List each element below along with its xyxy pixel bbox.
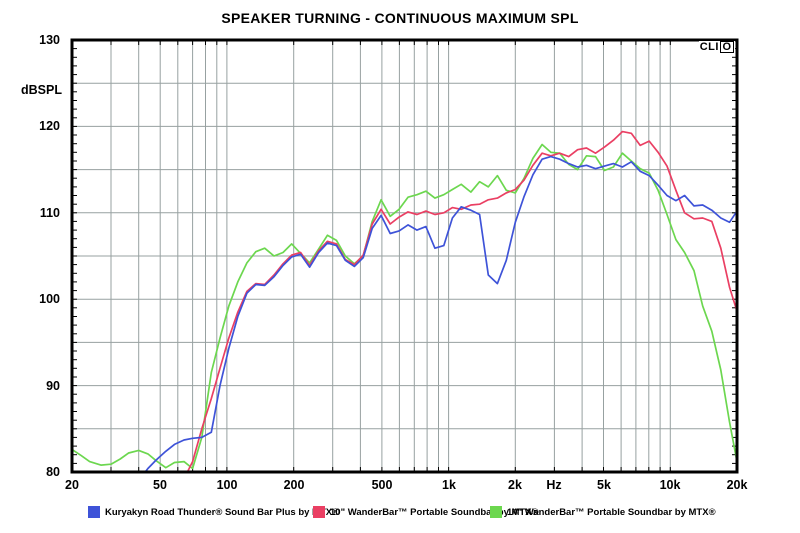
plot-border — [70, 38, 739, 474]
x-axis-unit-label: Hz — [546, 478, 562, 492]
curve-10-wanderbar-portable-soundbar-by-mtx — [186, 130, 737, 472]
legend-item-kuryakyn-road-thunder-sound-bar-plus-by-mtx: Kuryakyn Road Thunder® Sound Bar Plus by… — [88, 506, 339, 518]
legend-swatch — [490, 506, 502, 518]
legend-label: 14" WanderBar™ Portable Soundbar by MTX® — [507, 506, 716, 518]
clio-logo: CLI O — [698, 41, 735, 53]
y-tick-label: 120 — [39, 119, 60, 133]
x-tick-label: 500 — [371, 478, 393, 492]
y-tick-label: 90 — [46, 379, 60, 393]
x-tick-label: 2k — [508, 478, 522, 492]
clio-logo-text: CLI — [699, 41, 719, 53]
legend-label: 10" WanderBar™ Portable Soundbar by MTX® — [330, 506, 539, 518]
y-tick-label: 100 — [39, 292, 60, 306]
curves-layer — [72, 130, 737, 472]
x-tick-label: 20k — [726, 478, 748, 492]
curve-14-wanderbar-portable-soundbar-by-mtx — [72, 143, 737, 470]
x-tick-label: 200 — [283, 478, 305, 492]
x-tick-label: 20 — [65, 478, 79, 492]
y-axis-unit-label: dBSPL — [21, 83, 62, 97]
x-tick-label: 10k — [659, 478, 681, 492]
x-tick-label: 50 — [153, 478, 167, 492]
legend-label: Kuryakyn Road Thunder® Sound Bar Plus by… — [105, 506, 340, 518]
x-tick-label: 100 — [216, 478, 238, 492]
y-tick-label: 130 — [39, 33, 60, 47]
legend-item-10-wanderbar-portable-soundbar-by-mtx: 10" WanderBar™ Portable Soundbar by MTX® — [313, 506, 539, 518]
y-tick-label: 80 — [46, 465, 60, 479]
chart-title: SPEAKER TURNING - CONTINUOUS MAXIMUM SPL — [221, 10, 579, 26]
curve-kuryakyn-road-thunder-sound-bar-plus-by-mtx — [144, 155, 737, 472]
x-tick-label: 5k — [597, 478, 611, 492]
x-tick-label: 1k — [442, 478, 456, 492]
legend-item-14-wanderbar-portable-soundbar-by-mtx: 14" WanderBar™ Portable Soundbar by MTX® — [490, 506, 716, 518]
clio-logo-o: O — [719, 41, 734, 53]
legend-swatch — [313, 506, 325, 518]
y-tick-label: 110 — [39, 206, 60, 220]
legend-swatch — [88, 506, 100, 518]
